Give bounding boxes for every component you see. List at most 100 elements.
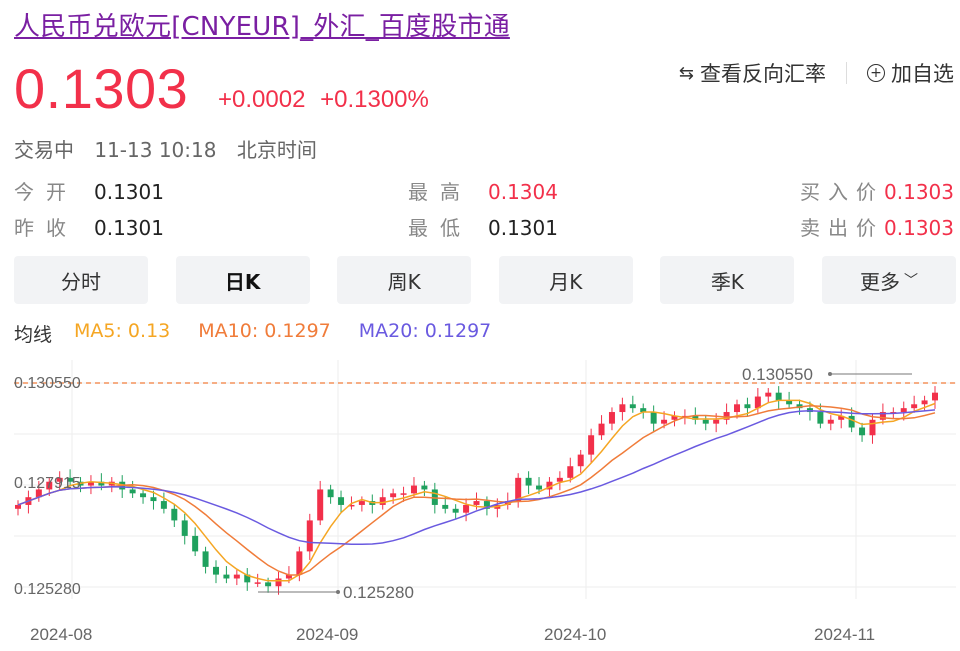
- candle-body: [515, 477, 522, 502]
- ma-legend-title: 均线: [14, 324, 53, 346]
- candle-body: [98, 481, 105, 486]
- candle-body: [879, 412, 886, 420]
- quote-value: 0.1303: [884, 216, 954, 240]
- price-change: +0.0002 +0.1300%: [218, 86, 437, 114]
- candle-body: [796, 404, 803, 409]
- tab-daily-k[interactable]: 日K: [175, 256, 310, 304]
- quote-value: 0.1304: [488, 180, 558, 204]
- candle-body: [713, 419, 720, 424]
- candle-body: [379, 497, 386, 505]
- candle-body: [421, 485, 428, 490]
- candle-body: [598, 423, 605, 436]
- candle-body: [661, 419, 668, 424]
- candle-body: [35, 489, 42, 498]
- quote-low: 最低 0.1301: [408, 212, 558, 241]
- candle-body: [723, 412, 730, 420]
- candle-body: [911, 404, 918, 409]
- candle-body: [838, 415, 845, 420]
- min-annotation-label: 0.125280: [343, 583, 414, 602]
- status-datetime: 11-13 10:18: [94, 138, 217, 162]
- candle-body: [504, 501, 511, 505]
- candle-body: [817, 412, 824, 424]
- candle-body: [181, 520, 188, 536]
- add-watchlist-button[interactable]: + 加自选: [867, 58, 954, 88]
- y-tick-label: 0.125280: [14, 581, 81, 598]
- tab-more[interactable]: 更多 ﹀: [821, 256, 956, 304]
- max-annotation-dot: [828, 372, 832, 376]
- candle-body: [567, 466, 574, 478]
- plus-circle-icon: +: [867, 64, 885, 82]
- candle-body: [338, 497, 345, 505]
- tab-weekly-k[interactable]: 周K: [337, 256, 472, 304]
- page-title[interactable]: 人民币兑欧元[CNYEUR]_外汇_百度股市通: [14, 12, 510, 42]
- x-tick-label: 2024-10: [544, 625, 606, 644]
- candle-body: [619, 404, 626, 413]
- candle-body: [692, 415, 699, 420]
- candle-body: [244, 574, 251, 583]
- tab-intraday[interactable]: 分时: [14, 256, 148, 304]
- candle-body: [254, 582, 261, 584]
- candle-body: [46, 481, 53, 490]
- candle-body: [775, 392, 782, 401]
- ma10-label: MA10: 0.1297: [198, 320, 331, 342]
- ma5-label: MA5: 0.13: [74, 320, 171, 342]
- candle-body: [702, 419, 709, 424]
- candle-body: [754, 396, 761, 409]
- quote-label: 最高: [408, 180, 472, 204]
- candle-body: [358, 501, 365, 505]
- candle-body: [650, 412, 657, 424]
- candle-body: [546, 481, 553, 490]
- candle-body: [233, 574, 240, 579]
- candle-body: [129, 489, 136, 494]
- candle-body: [640, 408, 647, 413]
- candle-body: [317, 489, 324, 521]
- candle-body: [327, 489, 334, 498]
- min-annotation-dot: [336, 590, 340, 594]
- candle-body: [536, 485, 543, 490]
- current-price: 0.1303: [14, 57, 189, 120]
- candlestick-chart[interactable]: 2024-08 2024-09 2024-10 2024-11 0.130550 0.12…: [0, 350, 960, 651]
- tab-quarterly-k[interactable]: 季K: [660, 256, 795, 304]
- candle-body: [67, 477, 74, 482]
- tab-monthly-k[interactable]: 月K: [498, 256, 633, 304]
- quote-high: 最高 0.1304: [408, 176, 558, 205]
- reverse-rate-button[interactable]: ⇆ 查看反向汇率: [679, 58, 826, 88]
- candle-body: [463, 504, 470, 513]
- change-absolute: +0.0002: [218, 86, 306, 113]
- candle-body: [786, 400, 793, 405]
- candle-body: [202, 551, 209, 567]
- swap-icon: ⇆: [678, 62, 694, 84]
- change-percent: +0.1300%: [320, 86, 429, 113]
- quote-open: 今开 0.1301: [14, 176, 164, 205]
- x-tick-label: 2024-09: [296, 625, 358, 644]
- candle-body: [56, 477, 63, 482]
- candle-body: [900, 408, 907, 413]
- quote-value: 0.1301: [94, 180, 164, 204]
- ma20-line: [17, 409, 936, 545]
- quote-value: 0.1301: [94, 216, 164, 240]
- status-timezone: 北京时间: [236, 138, 317, 162]
- max-annotation-label: 0.130550: [742, 365, 813, 384]
- candle-body: [390, 493, 397, 498]
- candle-body: [285, 574, 292, 579]
- candle-body: [87, 481, 94, 486]
- candle-body: [827, 419, 834, 424]
- ma-legend: 均线 MA5: 0.13 MA10: 0.1297 MA20: 0.1297: [14, 320, 491, 347]
- candle-body: [212, 566, 219, 575]
- ma5-line: [17, 399, 936, 582]
- quote-label: 今开: [14, 180, 78, 204]
- candle-body: [275, 578, 282, 587]
- quote-prev-close: 昨收 0.1301: [14, 212, 164, 241]
- candle-body: [452, 508, 459, 513]
- candle-body: [171, 508, 178, 521]
- candle-body: [734, 404, 741, 413]
- quote-ask: 卖出价0.1303: [800, 212, 954, 241]
- y-tick-label: 0.130550: [14, 375, 81, 392]
- reverse-rate-label: 查看反向汇率: [700, 62, 826, 86]
- candle-body: [442, 504, 449, 509]
- candle-body: [348, 504, 355, 507]
- quote-label: 卖出价: [800, 216, 885, 240]
- candle-body: [223, 574, 230, 579]
- candle-body: [744, 404, 751, 409]
- status-text: 交易中: [14, 138, 74, 162]
